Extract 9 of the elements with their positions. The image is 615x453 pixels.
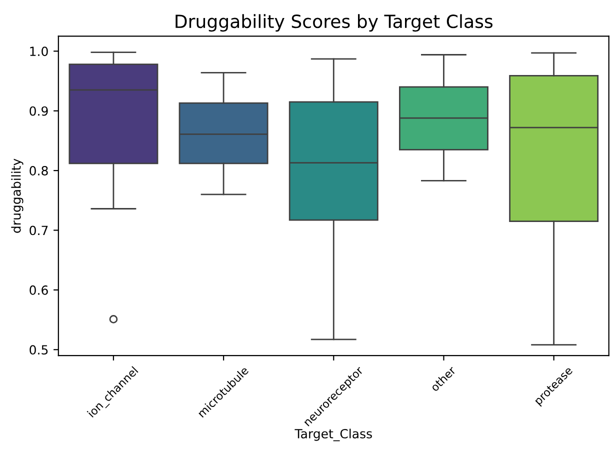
y-tick-label: 1.0 — [30, 46, 48, 56]
x-axis-title: Target_Class — [294, 428, 372, 442]
y-tick-label: 0.5 — [30, 345, 48, 355]
y-tick-label: 0.8 — [30, 166, 48, 176]
y-axis-title: druggability — [11, 158, 24, 233]
y-tick-label: 0.9 — [30, 106, 48, 116]
y-tick-label: 0.6 — [30, 285, 48, 295]
chart-title: Druggability Scores by Target Class — [176, 14, 492, 32]
y-tick-label: 0.7 — [30, 226, 48, 236]
